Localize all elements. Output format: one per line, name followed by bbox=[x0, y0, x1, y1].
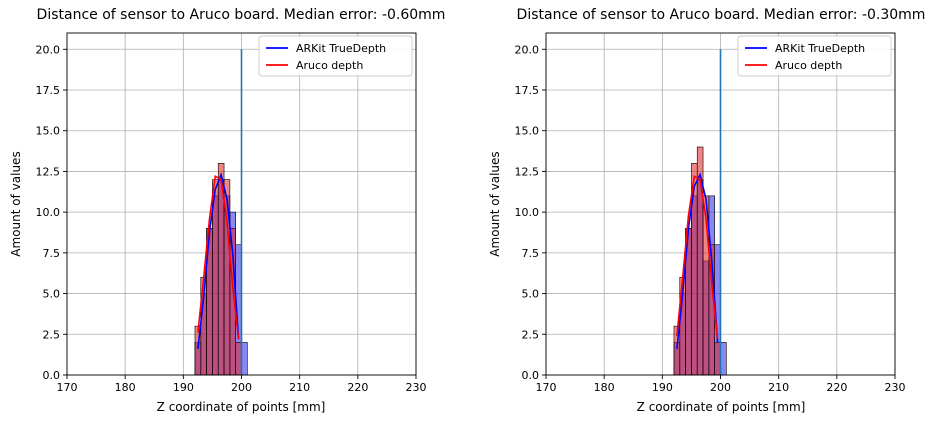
x-tick-label: 210 bbox=[289, 381, 310, 394]
x-tick-label: 210 bbox=[768, 381, 789, 394]
y-tick-label: 7.5 bbox=[43, 247, 61, 260]
y-tick-label: 5.0 bbox=[43, 288, 61, 301]
series-arkit-curve bbox=[676, 172, 719, 349]
histogram-bar bbox=[720, 342, 727, 376]
histogram-bar bbox=[714, 342, 721, 376]
y-tick-label: 0.0 bbox=[43, 369, 61, 382]
y-tick-label: 20.0 bbox=[36, 43, 61, 56]
chart-title: Distance of sensor to Aruco board. Media… bbox=[517, 7, 926, 23]
y-tick-label: 10.0 bbox=[515, 206, 540, 219]
x-tick-label: 220 bbox=[826, 381, 847, 394]
x-tick-label: 230 bbox=[406, 381, 427, 394]
y-tick-label: 5.0 bbox=[522, 288, 540, 301]
chart-title: Distance of sensor to Aruco board. Media… bbox=[37, 7, 446, 23]
series-aruco-curve bbox=[676, 175, 719, 340]
y-axis-label: Amount of values bbox=[488, 151, 502, 256]
y-tick-label: 12.5 bbox=[36, 165, 61, 178]
x-tick-label: 220 bbox=[347, 381, 368, 394]
legend-entry: ARKit TrueDepth bbox=[775, 42, 865, 55]
histogram-bar bbox=[241, 342, 248, 376]
x-axis-label: Z coordinate of points [mm] bbox=[157, 400, 326, 414]
x-tick-label: 200 bbox=[231, 381, 252, 394]
legend-box bbox=[258, 35, 413, 77]
series-arkit-curve bbox=[197, 172, 240, 349]
chart-panel-2: 170 180 190 200 210 220 230 0.0 2.5 5.0 7.5 10.0 12.… bbox=[488, 7, 925, 414]
x-tick-label: 230 bbox=[885, 381, 906, 394]
chart-panel-1: 170 180 190 200 210 220 230 0.0 2.5 5.0 7.5 10.0 12.… bbox=[9, 7, 445, 414]
x-axis-label: Z coordinate of points [mm] bbox=[637, 400, 806, 414]
x-tick-label: 190 bbox=[173, 381, 194, 394]
legend-entry: Aruco depth bbox=[296, 59, 363, 72]
x-tick-label: 180 bbox=[115, 381, 136, 394]
y-tick-label: 12.5 bbox=[515, 165, 540, 178]
y-tick-label: 2.5 bbox=[522, 328, 540, 341]
x-tick-label: 200 bbox=[710, 381, 731, 394]
legend-entry: ARKit TrueDepth bbox=[296, 42, 386, 55]
legend-entry: Aruco depth bbox=[775, 59, 842, 72]
x-tick-label: 170 bbox=[57, 381, 78, 394]
y-tick-label: 15.0 bbox=[515, 125, 540, 138]
x-tick-label: 190 bbox=[652, 381, 673, 394]
legend: ARKit TrueDepth Aruco depth bbox=[737, 35, 892, 77]
series-aruco-bars bbox=[673, 146, 721, 376]
y-tick-label: 20.0 bbox=[515, 43, 540, 56]
y-axis-label: Amount of values bbox=[9, 151, 23, 256]
x-tick-label: 180 bbox=[594, 381, 615, 394]
series-aruco-curve bbox=[197, 175, 240, 340]
y-tick-label: 17.5 bbox=[515, 84, 540, 97]
histogram-bar bbox=[235, 342, 242, 376]
y-tick-label: 10.0 bbox=[36, 206, 61, 219]
legend-box bbox=[737, 35, 892, 77]
y-tick-label: 17.5 bbox=[36, 84, 61, 97]
y-tick-label: 15.0 bbox=[36, 125, 61, 138]
x-tick-label: 170 bbox=[536, 381, 557, 394]
y-tick-label: 7.5 bbox=[522, 247, 540, 260]
y-tick-label: 0.0 bbox=[522, 369, 540, 382]
y-tick-label: 2.5 bbox=[43, 328, 61, 341]
legend: ARKit TrueDepth Aruco depth bbox=[258, 35, 413, 77]
